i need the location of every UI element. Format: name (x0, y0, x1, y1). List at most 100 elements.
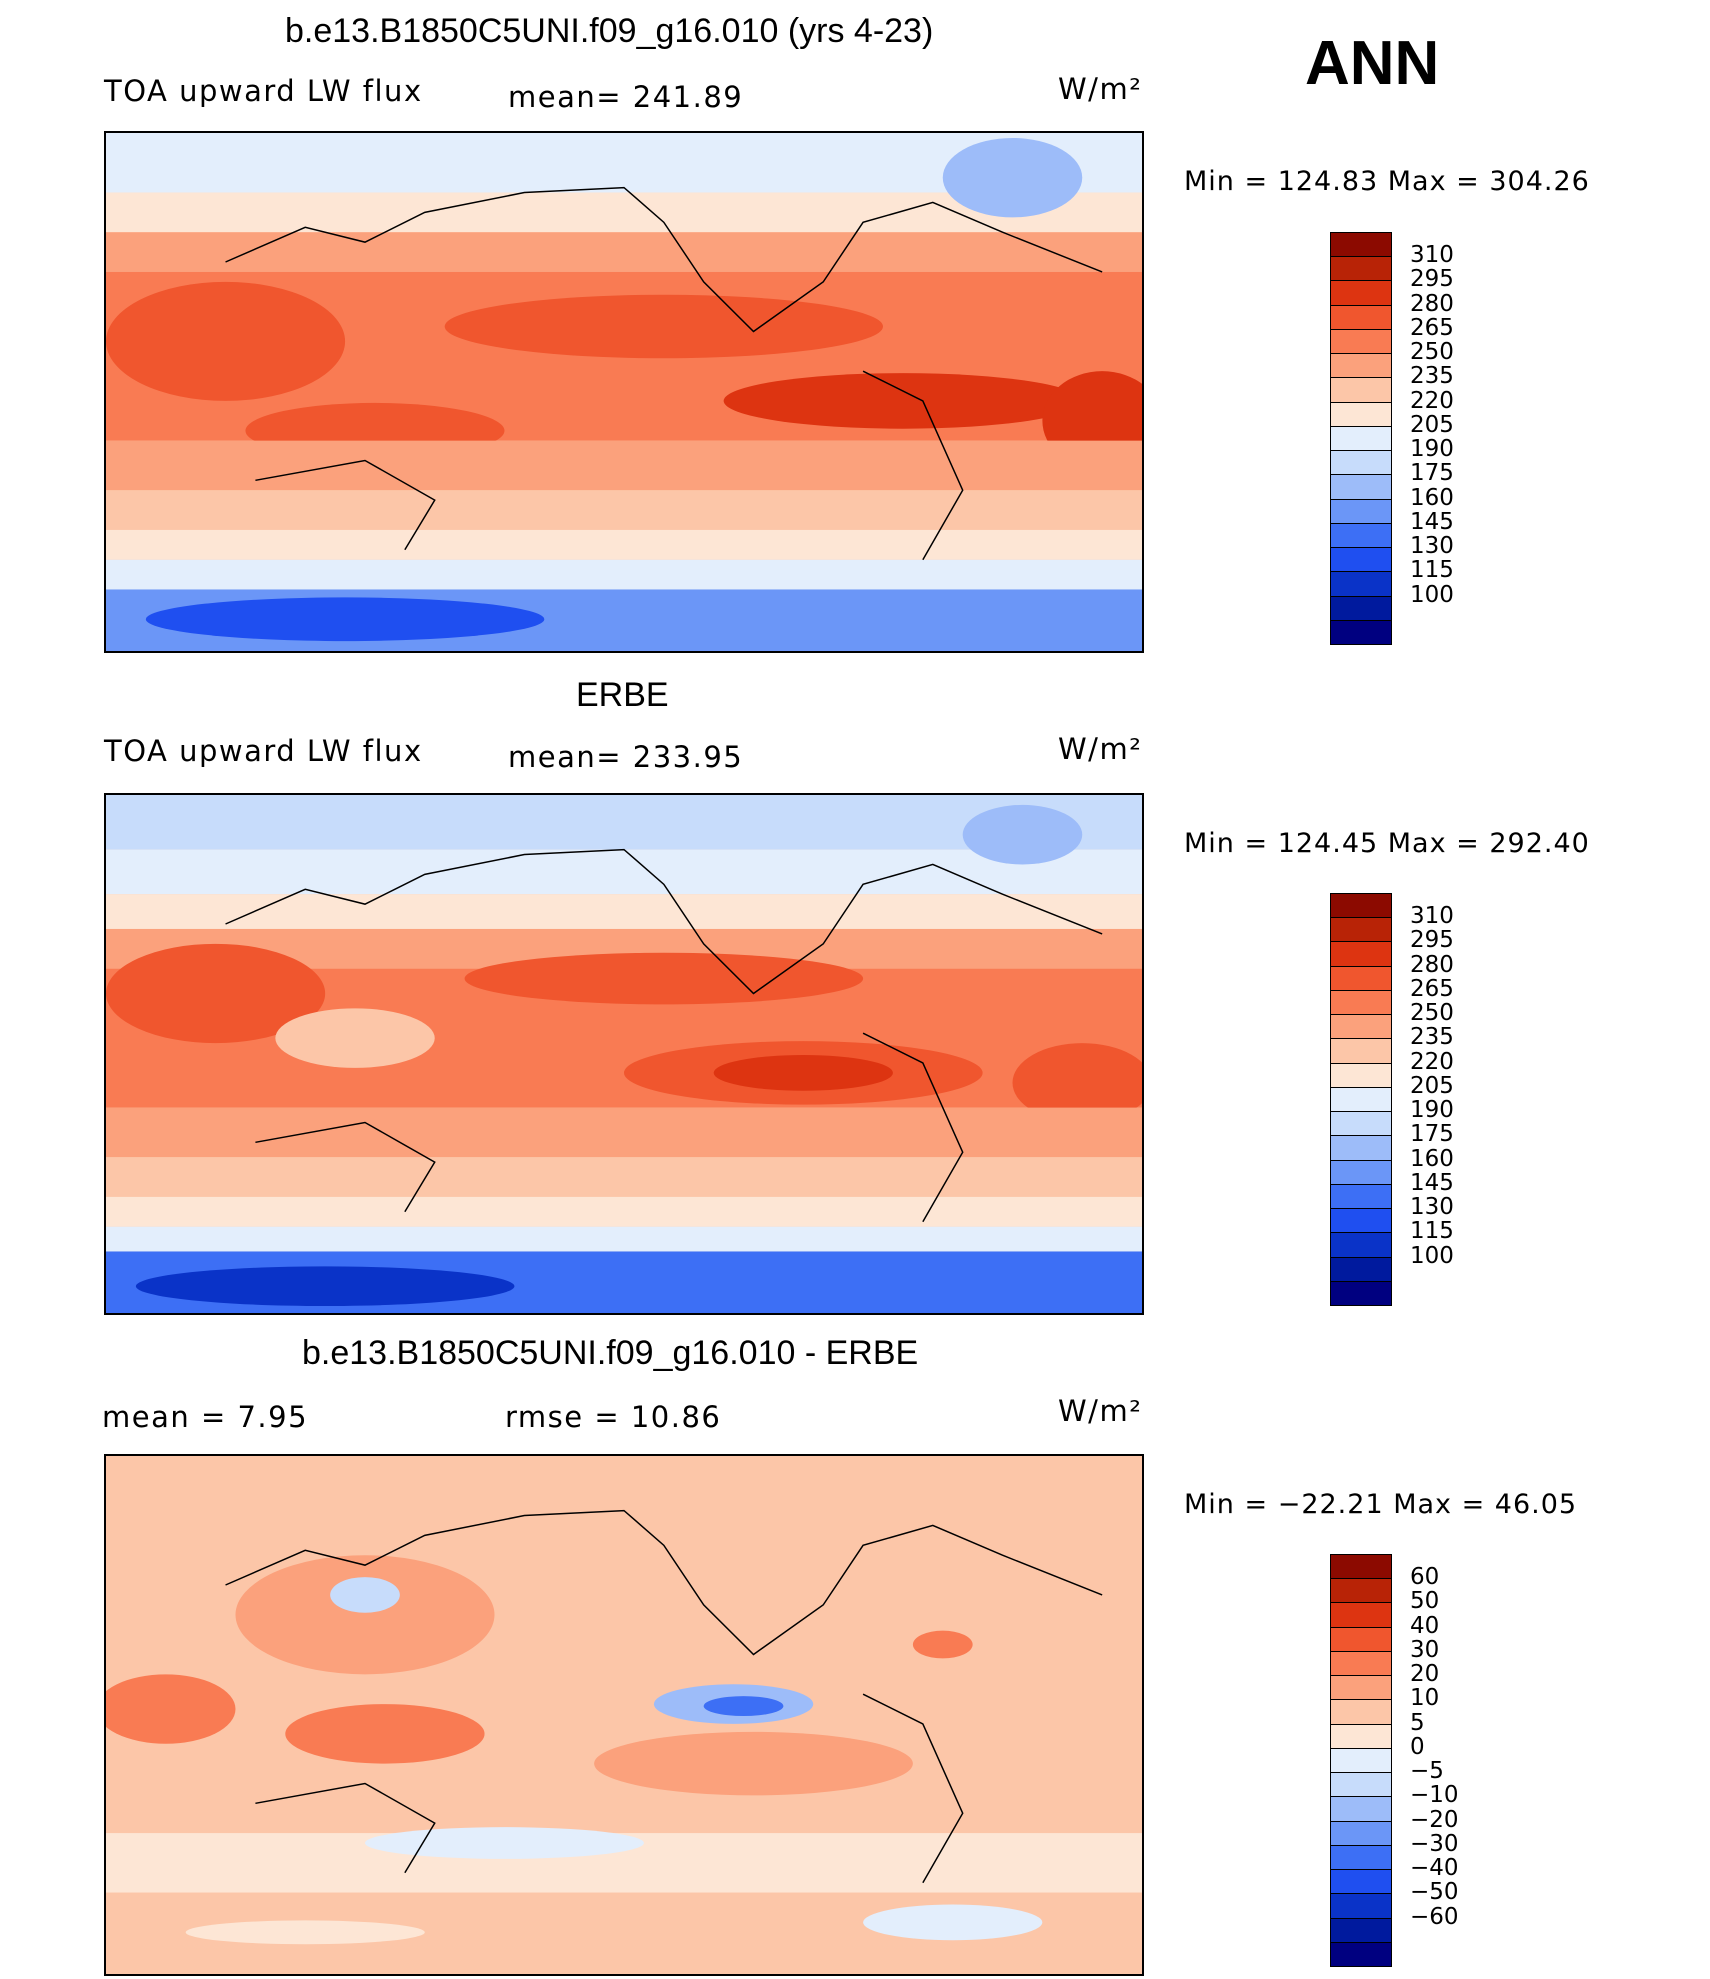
colorbar-swatch (1330, 280, 1392, 306)
colorbar-label: −40 (1410, 1855, 1459, 1882)
colorbar-swatch (1330, 1820, 1392, 1846)
colorbar-label: 250 (1410, 1000, 1454, 1027)
colorbar-label: 205 (1410, 411, 1454, 438)
colorbar-swatch (1330, 1869, 1392, 1895)
colorbar-swatch (1330, 571, 1392, 597)
colorbar-label: 190 (1410, 1097, 1454, 1124)
colorbar-swatch (1330, 917, 1392, 943)
colorbar-label: 280 (1410, 951, 1454, 978)
colorbar-swatch (1330, 304, 1392, 330)
colorbar-swatch (1330, 1062, 1392, 1088)
colorbar-label: 220 (1410, 387, 1454, 414)
panel-1-minmax: Min = 124.83 Max = 304.26 (1184, 166, 1590, 197)
colorbar-swatch (1330, 1086, 1392, 1113)
colorbar-swatch (1330, 1675, 1392, 1701)
colorbar-swatch (1330, 232, 1392, 258)
colorbar-label: 40 (1410, 1612, 1440, 1639)
panel-3-map (104, 1454, 1144, 1976)
colorbar-swatch (1330, 1578, 1392, 1604)
colorbar-swatch (1330, 619, 1392, 645)
colorbar-swatch (1330, 1208, 1392, 1234)
panel-2-map (104, 793, 1144, 1315)
colorbar-swatch (1330, 1280, 1392, 1306)
panel-1-variable: TOA upward LW flux (104, 74, 423, 108)
panel-2-units: W/m² (1058, 732, 1143, 766)
colorbar-swatch (1330, 941, 1392, 967)
colorbar-label: 145 (1410, 1169, 1454, 1196)
colorbar-label: 295 (1410, 266, 1454, 293)
colorbar-label: 295 (1410, 927, 1454, 954)
colorbar-swatch (1330, 328, 1392, 355)
colorbar-swatch (1330, 1135, 1392, 1161)
panel-2-colorbar: 310 295 280 265 250 235 220 205 190 175 160 145 130 1… (1330, 893, 1454, 1306)
panel-2-title: ERBE (576, 676, 669, 714)
colorbar-swatch (1330, 425, 1392, 452)
colorbar-swatch (1330, 547, 1392, 573)
colorbar-swatch (1330, 1602, 1392, 1628)
panel-2-variable: TOA upward LW flux (104, 734, 423, 768)
colorbar-swatch (1330, 498, 1392, 524)
season-label: ANN (1305, 29, 1440, 98)
colorbar-swatch (1330, 1796, 1392, 1822)
colorbar-swatch (1330, 1111, 1392, 1137)
colorbar-swatch (1330, 1256, 1392, 1282)
colorbar-label: 60 (1410, 1564, 1440, 1591)
colorbar-swatch (1330, 1159, 1392, 1185)
panel-3-minmax: Min = −22.21 Max = 46.05 (1184, 1489, 1578, 1520)
colorbar-swatch (1330, 1650, 1392, 1677)
panel-3-mean: mean = 7.95 (102, 1400, 309, 1434)
colorbar-label: 5 (1410, 1709, 1425, 1736)
colorbar-swatch (1330, 1699, 1392, 1725)
colorbar-label: 235 (1410, 1024, 1454, 1051)
colorbar-swatch (1330, 522, 1392, 549)
colorbar-swatch (1330, 1747, 1392, 1774)
colorbar-swatch (1330, 965, 1392, 991)
panel-3-rmse: rmse = 10.86 (505, 1400, 722, 1434)
colorbar-swatch (1330, 989, 1392, 1016)
panel-1-mean: mean= 241.89 (508, 80, 744, 114)
colorbar-label: 30 (1410, 1636, 1440, 1663)
colorbar-label: 160 (1410, 484, 1454, 511)
colorbar-label: 0 (1410, 1733, 1425, 1760)
colorbar-label: 160 (1410, 1145, 1454, 1172)
colorbar-label: −60 (1410, 1903, 1459, 1930)
colorbar-label: 190 (1410, 436, 1454, 463)
colorbar-swatch (1330, 1232, 1392, 1258)
panel-1-colorbar: 310 295 280 265 250 235 220 205 190 175 160 145 130 1… (1330, 232, 1454, 645)
colorbar-swatch (1330, 1917, 1392, 1943)
colorbar-swatch (1330, 353, 1392, 379)
colorbar-swatch (1330, 1554, 1392, 1580)
colorbar-label: 100 (1410, 581, 1454, 608)
colorbar-label: 175 (1410, 1121, 1454, 1148)
panel-1-title: b.e13.B1850C5UNI.f09_g16.010 (yrs 4-23) (285, 12, 934, 50)
colorbar-swatch (1330, 1941, 1392, 1967)
colorbar-label: −50 (1410, 1879, 1459, 1906)
colorbar-swatch (1330, 1772, 1392, 1798)
colorbar-label: 145 (1410, 508, 1454, 535)
colorbar-label: 310 (1410, 242, 1454, 269)
colorbar-label: 205 (1410, 1072, 1454, 1099)
colorbar-label: 175 (1410, 460, 1454, 487)
colorbar-swatch (1330, 1014, 1392, 1040)
colorbar-label: 100 (1410, 1242, 1454, 1269)
panel-3-title: b.e13.B1850C5UNI.f09_g16.010 - ERBE (302, 1334, 919, 1372)
colorbar-label: 115 (1410, 1218, 1454, 1245)
colorbar-label: −30 (1410, 1830, 1459, 1857)
colorbar-label: 10 (1410, 1685, 1440, 1712)
colorbar-label: 265 (1410, 975, 1454, 1002)
panel-1-map (104, 131, 1144, 653)
colorbar-swatch (1330, 256, 1392, 282)
panel-3-colorbar: 60 50 40 30 20 10 5 0 −5 −10 −20 −30 −40 −50 −60 (1330, 1554, 1459, 1967)
colorbar-label: 280 (1410, 290, 1454, 317)
colorbar-swatch (1330, 1723, 1392, 1749)
colorbar-label: 20 (1410, 1661, 1440, 1688)
colorbar-label: 250 (1410, 339, 1454, 366)
colorbar-swatch (1330, 1893, 1392, 1919)
colorbar-label: 235 (1410, 363, 1454, 390)
colorbar-label: 115 (1410, 557, 1454, 584)
panel-2-mean: mean= 233.95 (508, 740, 744, 774)
panel-3-units: W/m² (1058, 1394, 1143, 1428)
colorbar-label: 220 (1410, 1048, 1454, 1075)
panel-1-units: W/m² (1058, 72, 1143, 106)
colorbar-swatch (1330, 450, 1392, 476)
